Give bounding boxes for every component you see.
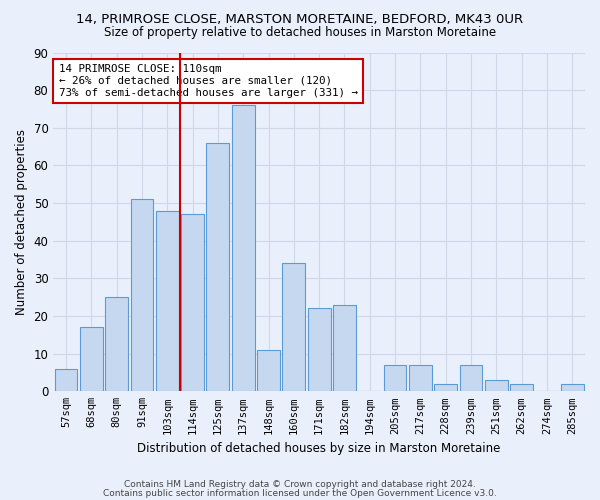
Text: Size of property relative to detached houses in Marston Moretaine: Size of property relative to detached ho… [104, 26, 496, 39]
Bar [434, 384, 457, 392]
Bar [105, 297, 128, 392]
Text: Contains HM Land Registry data © Crown copyright and database right 2024.: Contains HM Land Registry data © Crown c… [124, 480, 476, 489]
Bar [409, 365, 432, 392]
Bar [80, 328, 103, 392]
Text: 14 PRIMROSE CLOSE: 110sqm
← 26% of detached houses are smaller (120)
73% of semi: 14 PRIMROSE CLOSE: 110sqm ← 26% of detac… [59, 64, 358, 98]
Bar [485, 380, 508, 392]
Bar [308, 308, 331, 392]
Bar [156, 210, 179, 392]
Text: Contains public sector information licensed under the Open Government Licence v3: Contains public sector information licen… [103, 489, 497, 498]
Bar [384, 365, 406, 392]
Bar [561, 384, 584, 392]
Bar [55, 368, 77, 392]
Bar [181, 214, 204, 392]
Bar [206, 143, 229, 392]
Bar [283, 264, 305, 392]
Text: 14, PRIMROSE CLOSE, MARSTON MORETAINE, BEDFORD, MK43 0UR: 14, PRIMROSE CLOSE, MARSTON MORETAINE, B… [76, 12, 524, 26]
X-axis label: Distribution of detached houses by size in Marston Moretaine: Distribution of detached houses by size … [137, 442, 501, 455]
Y-axis label: Number of detached properties: Number of detached properties [15, 129, 28, 315]
Bar [333, 304, 356, 392]
Bar [257, 350, 280, 392]
Bar [460, 365, 482, 392]
Bar [131, 200, 154, 392]
Bar [232, 105, 254, 392]
Bar [511, 384, 533, 392]
